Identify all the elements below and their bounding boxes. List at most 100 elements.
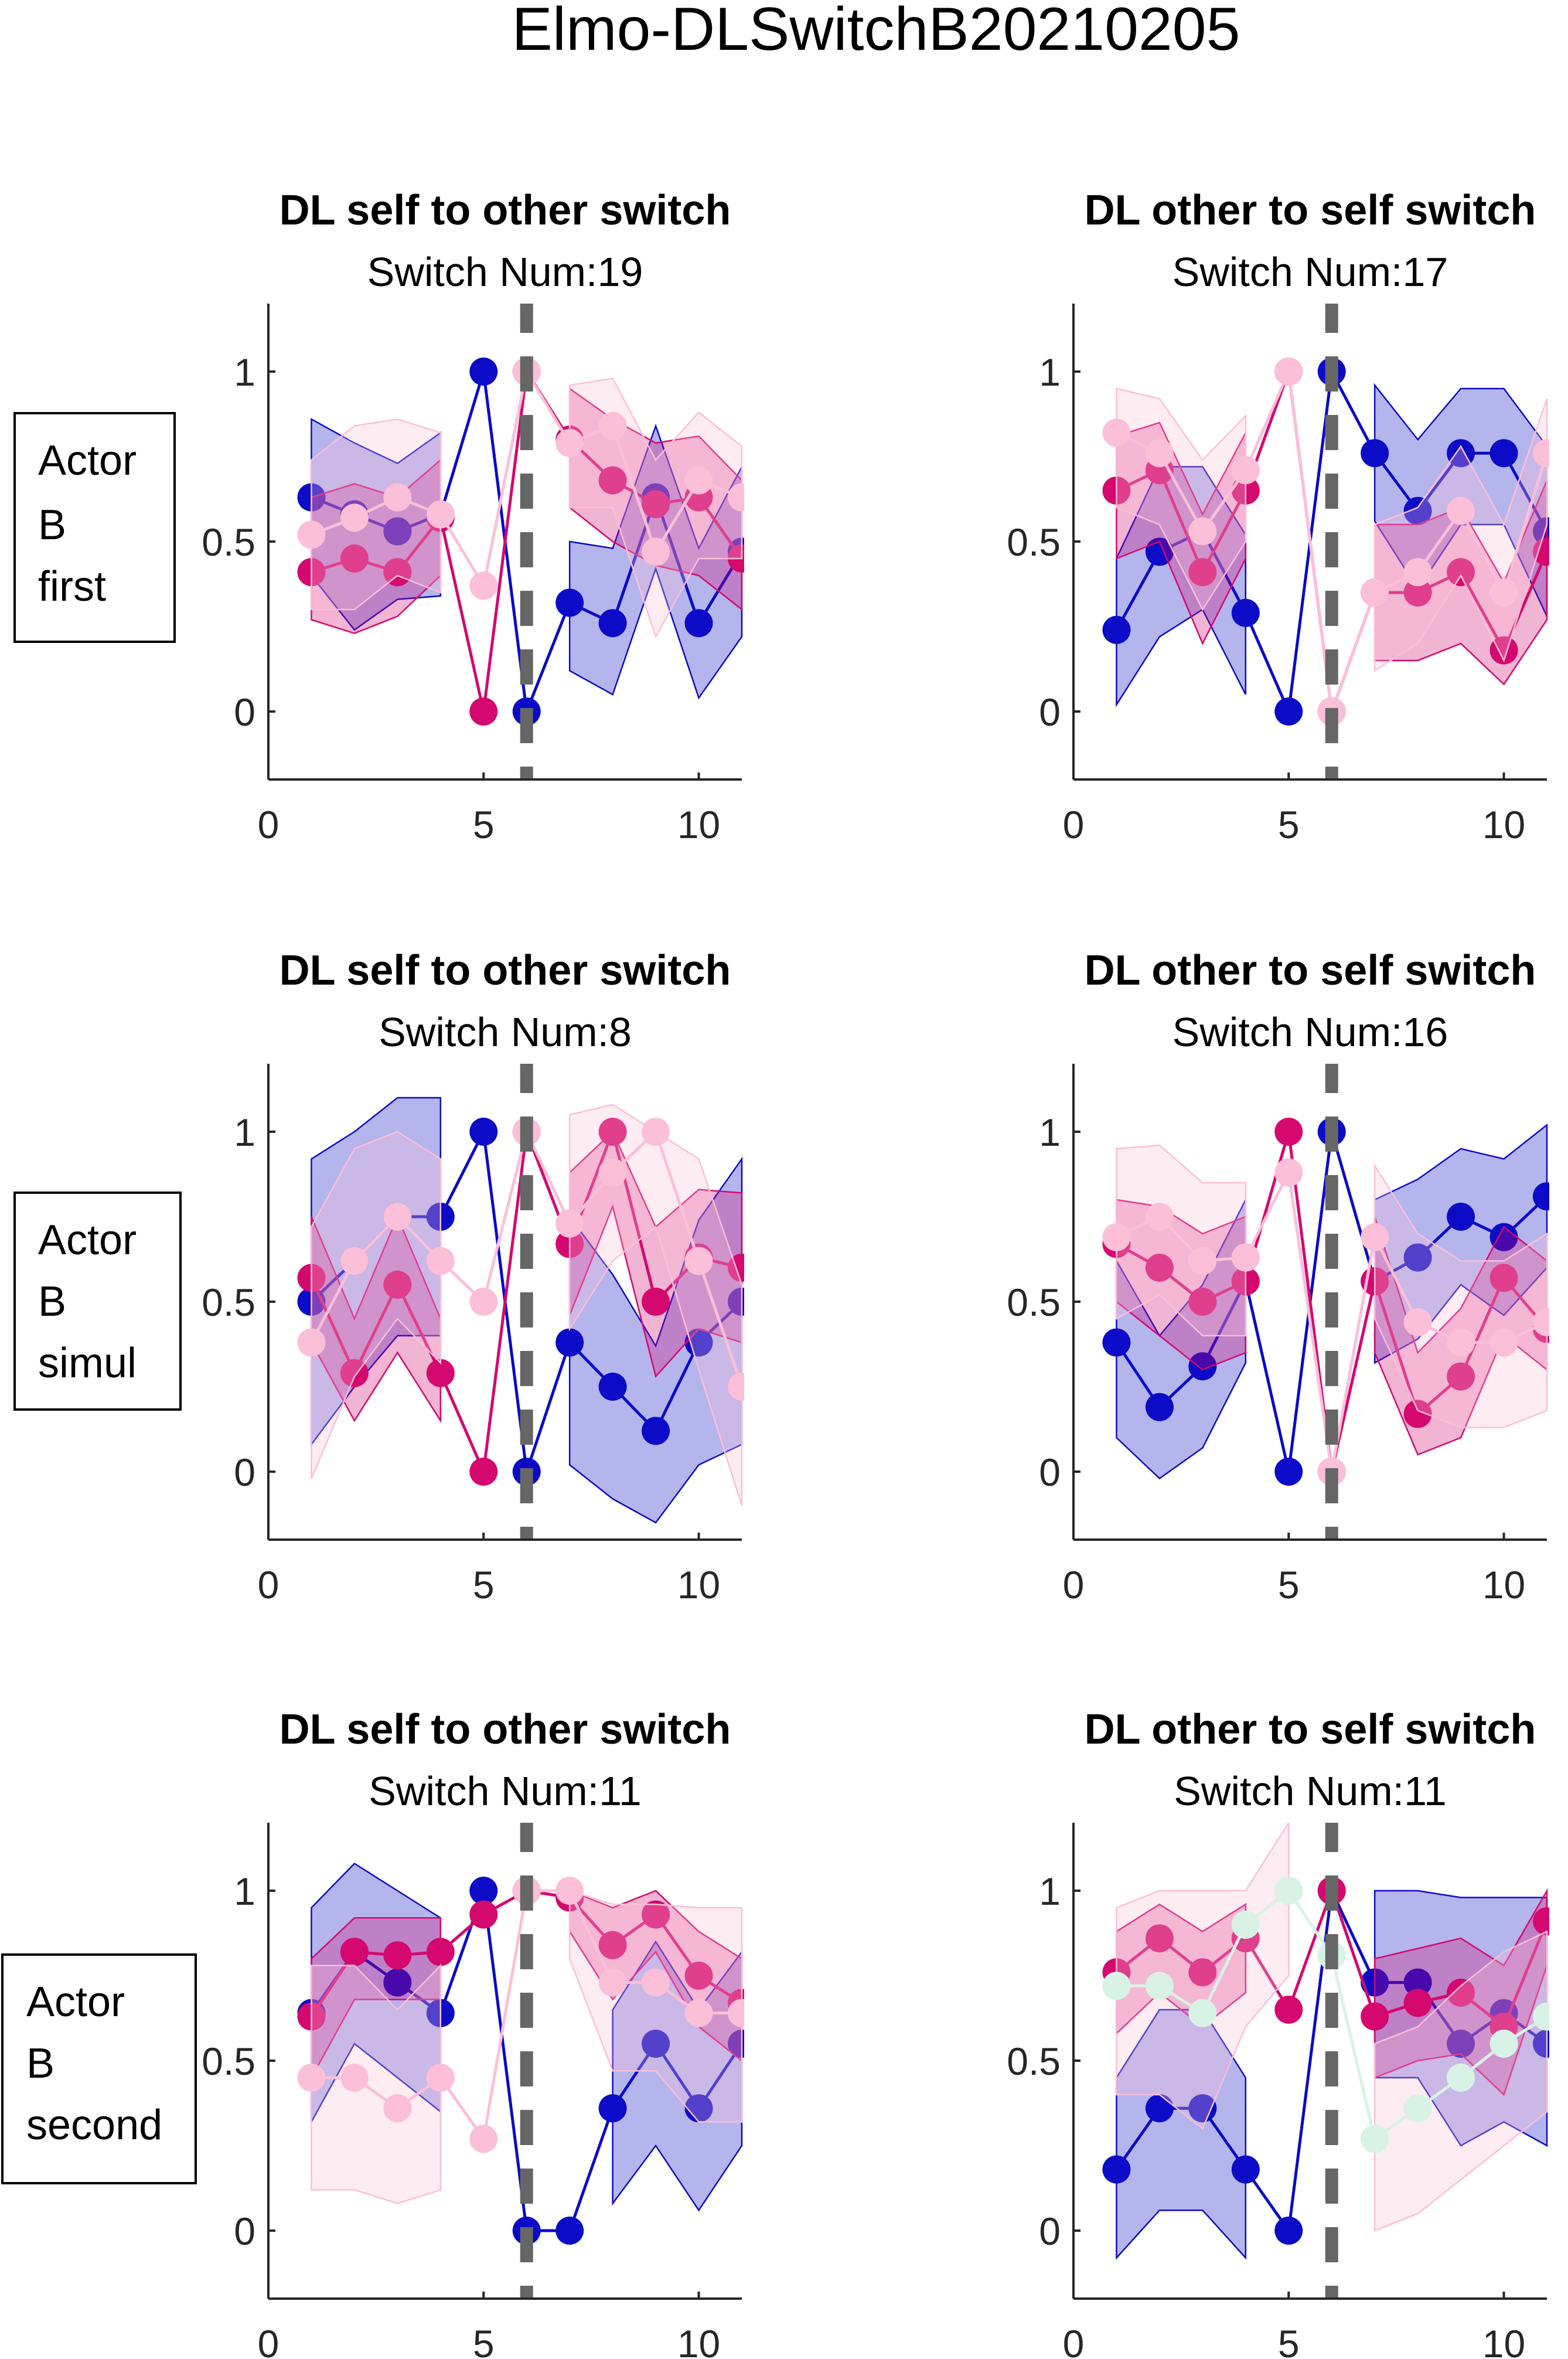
data-point	[684, 1962, 713, 1990]
y-tick-label: 0	[234, 1451, 255, 1494]
data-point	[1533, 2030, 1549, 2058]
data-point	[1447, 1362, 1475, 1391]
data-point	[297, 520, 326, 549]
data-point	[1533, 1308, 1549, 1336]
data-point	[1403, 1400, 1432, 1428]
data-point	[1102, 1328, 1131, 1357]
x-tick-label: 10	[677, 1563, 720, 1606]
data-point	[1274, 1118, 1303, 1146]
confidence-band	[1116, 2009, 1247, 2260]
confidence-band	[311, 1963, 442, 2204]
data-point	[1231, 598, 1260, 627]
data-point	[1145, 2094, 1174, 2123]
panel-subtitle: Switch Num:17	[1172, 249, 1448, 295]
data-point	[340, 1247, 369, 1275]
row-label-2: Actor B simul	[13, 1192, 182, 1411]
data-point	[642, 1118, 670, 1146]
row-label-2-line-3: simul	[38, 1340, 137, 1387]
data-point	[1274, 358, 1303, 386]
series-1	[1102, 1877, 1549, 2260]
y-tick-label: 0	[1039, 1451, 1061, 1494]
data-point	[684, 1328, 713, 1357]
data-point	[642, 2030, 670, 2058]
data-point	[1533, 1182, 1549, 1211]
plot-area	[297, 358, 744, 726]
data-point	[598, 1968, 627, 1997]
panel-subtitle: Switch Num:8	[379, 1009, 632, 1055]
confidence-band	[1116, 387, 1247, 611]
panel-subtitle: Switch Num:16	[1172, 1009, 1448, 1055]
data-point	[1361, 1223, 1389, 1251]
data-point	[1447, 1328, 1475, 1357]
data-point	[1447, 1979, 1475, 2007]
data-point	[469, 358, 498, 386]
y-tick-label: 1	[1039, 350, 1061, 394]
x-tick-label: 5	[1278, 803, 1300, 846]
series-3	[1102, 1144, 1549, 1486]
data-point	[555, 428, 584, 457]
x-tick-label: 5	[473, 2322, 495, 2359]
data-point	[642, 490, 670, 519]
row-label-3-line-2: B	[26, 2040, 54, 2087]
data-point	[684, 1247, 713, 1275]
data-point	[1102, 1972, 1131, 2000]
data-point	[684, 466, 713, 495]
x-tick-label: 10	[1482, 2322, 1525, 2359]
data-point	[340, 503, 369, 532]
data-point	[728, 1999, 744, 2027]
data-point	[1188, 1958, 1217, 1987]
row-label-1: Actor B first	[13, 412, 176, 643]
series-3	[297, 1877, 744, 2204]
y-tick-label: 0.5	[202, 520, 255, 564]
confidence-band	[311, 418, 442, 611]
data-point	[598, 2094, 627, 2123]
series-3	[1102, 358, 1549, 726]
panel-title: DL self to other switch	[279, 947, 731, 994]
data-point	[1403, 1989, 1432, 2017]
data-point	[469, 2125, 498, 2153]
y-tick-label: 0.5	[1007, 2040, 1061, 2083]
y-tick-label: 1	[1039, 1870, 1061, 1913]
data-point	[1361, 2002, 1389, 2031]
data-point	[426, 500, 455, 529]
data-point	[1489, 1264, 1518, 1292]
data-point	[1489, 439, 1518, 468]
y-tick-label: 0	[234, 2210, 255, 2253]
x-tick-label: 0	[1063, 1563, 1085, 1606]
data-point	[1489, 636, 1518, 665]
panel-subtitle: Switch Num:19	[367, 249, 643, 295]
data-point	[1489, 2030, 1518, 2058]
data-point	[1403, 1243, 1432, 1272]
x-tick-label: 10	[677, 2322, 720, 2359]
data-point	[728, 483, 744, 512]
data-point	[642, 1417, 670, 1445]
data-point	[555, 1877, 584, 1905]
data-point	[340, 1938, 369, 1966]
data-point	[1145, 1972, 1174, 2000]
y-tick-label: 0	[1039, 690, 1061, 734]
data-point	[1489, 1328, 1518, 1357]
data-point	[598, 466, 627, 495]
panel-subtitle: Switch Num:11	[369, 1768, 642, 1814]
data-point	[383, 558, 412, 587]
data-point	[469, 1900, 498, 1929]
series-1	[1102, 1118, 1549, 1486]
series-3	[297, 358, 744, 639]
data-point	[426, 1359, 455, 1387]
plot-area	[297, 1097, 744, 1524]
y-tick-label: 0.5	[1007, 520, 1061, 564]
data-point	[1361, 578, 1389, 607]
data-point	[1145, 1393, 1174, 1421]
x-tick-label: 10	[1482, 1563, 1525, 1606]
data-point	[1447, 2030, 1475, 2058]
data-point	[728, 1373, 744, 1401]
y-tick-label: 1	[234, 350, 255, 394]
data-point	[1274, 1458, 1303, 1486]
data-point	[469, 1458, 498, 1486]
data-point	[340, 544, 369, 573]
data-point	[1403, 1308, 1432, 1336]
